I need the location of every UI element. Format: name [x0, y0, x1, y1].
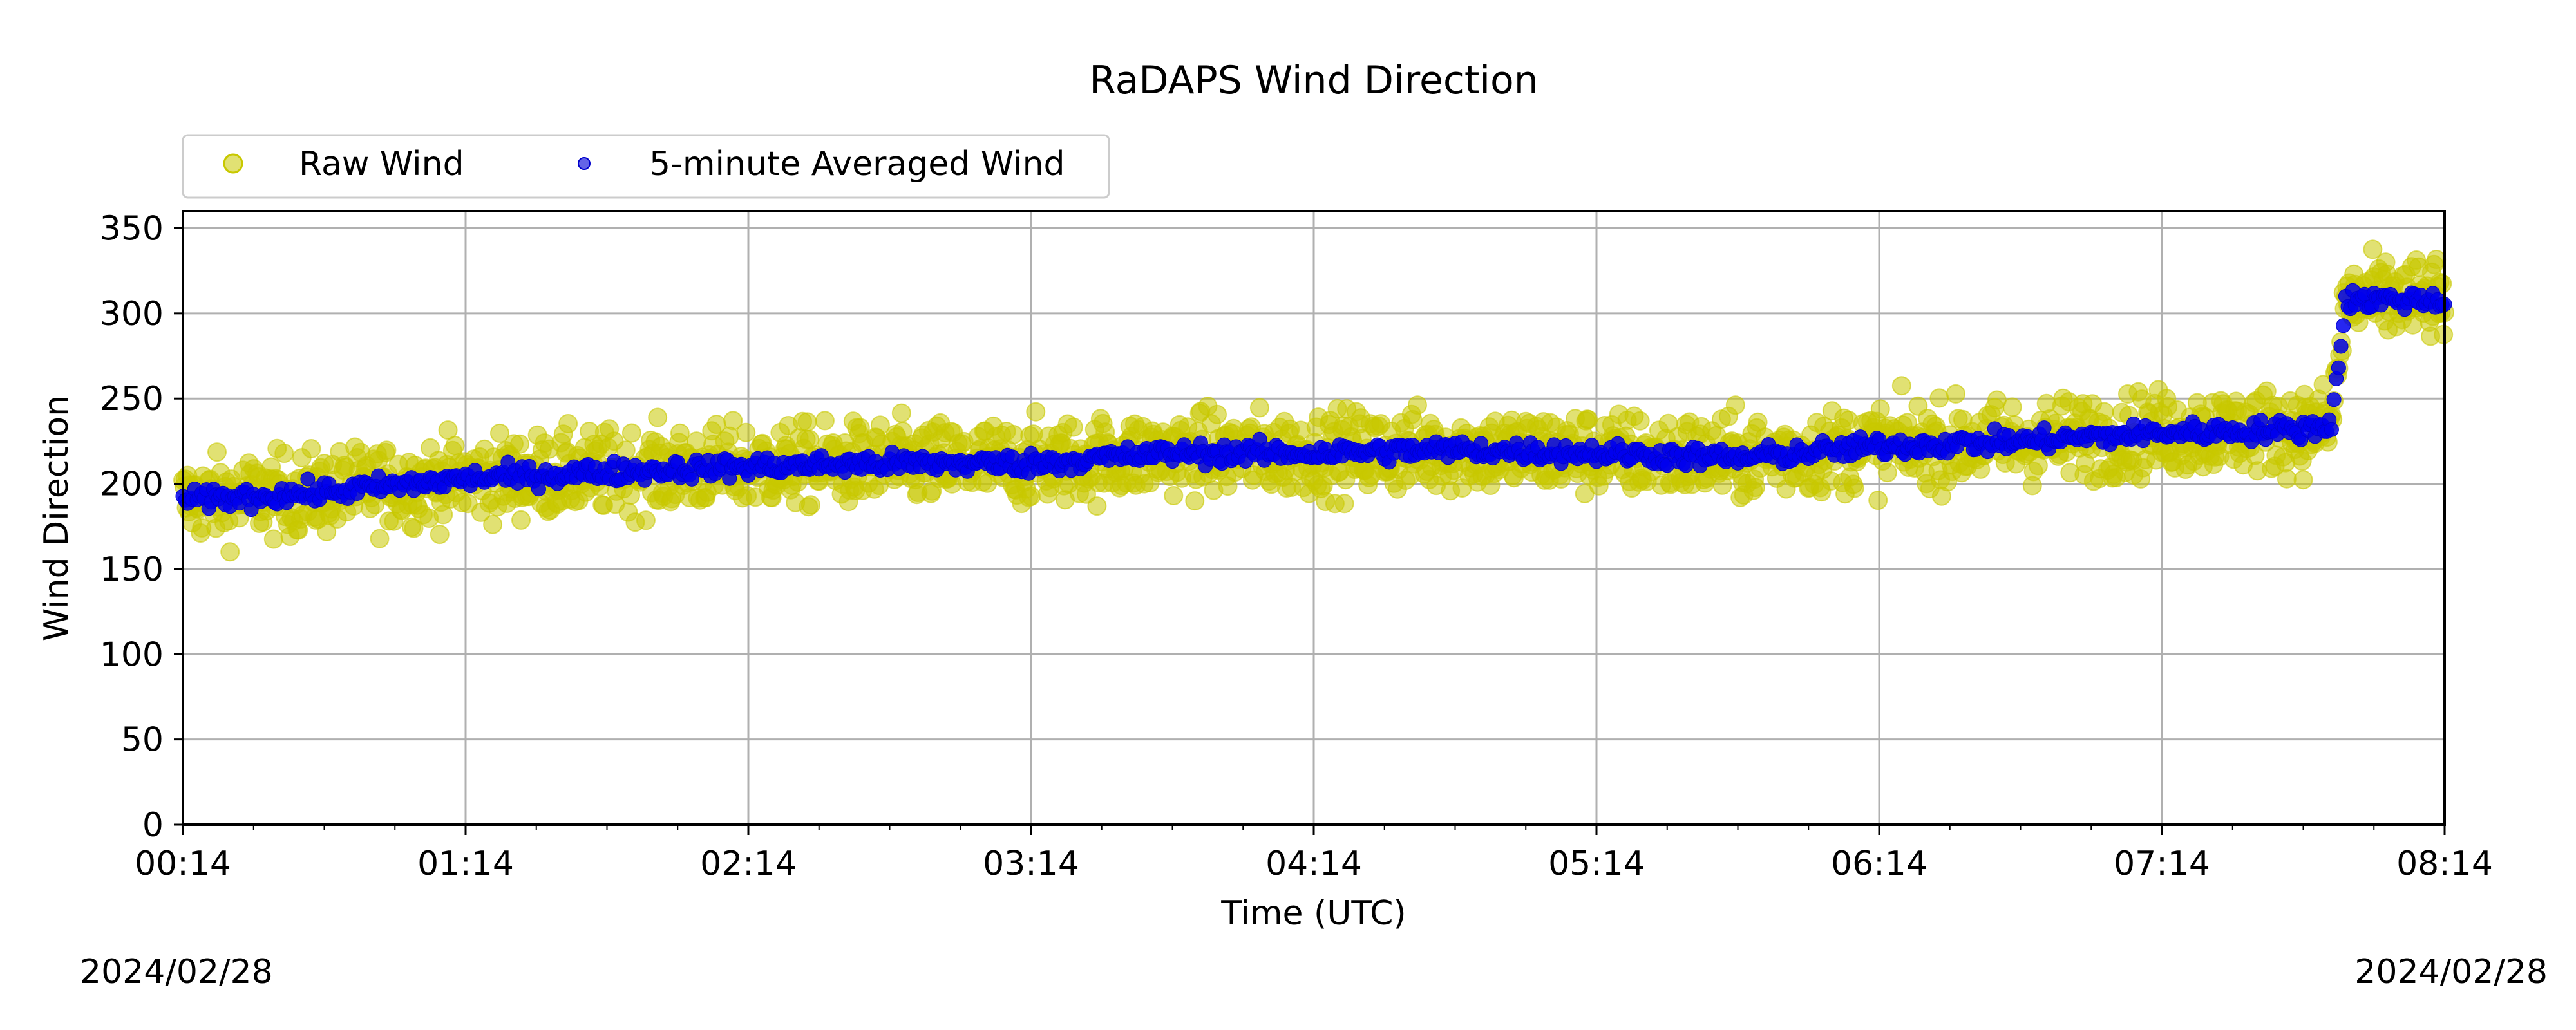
raw-wind-point: [1745, 478, 1765, 498]
y-tick-label: 350: [100, 209, 164, 248]
legend-marker-raw-wind: [223, 153, 243, 174]
raw-wind-point: [404, 518, 424, 538]
raw-wind-point: [1003, 425, 1023, 444]
raw-wind-point: [2363, 239, 2383, 259]
raw-wind-point: [1063, 417, 1083, 437]
raw-wind-point: [815, 411, 835, 431]
y-tick-label: 300: [100, 295, 164, 333]
x-tick-label: 01:14: [417, 845, 514, 883]
raw-wind-point: [621, 485, 641, 505]
raw-wind-point: [433, 505, 453, 525]
raw-wind-point: [430, 525, 450, 545]
x-axis-ticks: 00:14 01:14 02:14 03:14 04:14 05:14 06:14 07:14…: [135, 825, 2493, 883]
raw-wind-point: [891, 403, 911, 423]
raw-wind-point: [1870, 399, 1890, 419]
raw-wind-point: [263, 529, 283, 549]
raw-wind-point: [621, 423, 641, 443]
raw-wind-point: [558, 414, 578, 433]
averaged-wind-point: [2036, 420, 2052, 436]
raw-wind-point: [1208, 404, 1227, 424]
raw-wind-point: [1946, 384, 1965, 404]
averaged-wind-point: [2324, 422, 2339, 437]
y-axis-label: Wind Direction: [37, 395, 76, 641]
x-tick-label: 04:14: [1265, 845, 1362, 883]
x-axis-label: Time (UTC): [1220, 894, 1406, 933]
legend-label-averaged-wind: 5-minute Averaged Wind: [649, 145, 1065, 183]
x-tick-label: 00:14: [135, 845, 231, 883]
x-tick-label: 08:14: [2396, 845, 2493, 883]
x-tick-label: 03:14: [983, 845, 1079, 883]
averaged-wind-point: [2326, 392, 2342, 407]
averaged-wind-point: [2253, 413, 2269, 428]
x-tick-label: 07:14: [2114, 845, 2210, 883]
y-tick-label: 100: [100, 635, 164, 674]
raw-wind-point: [377, 440, 397, 460]
raw-wind-point: [220, 542, 240, 562]
raw-wind-point: [1164, 486, 1184, 505]
raw-wind-point: [1868, 491, 1888, 510]
legend-box: [182, 134, 1110, 199]
raw-wind-point: [723, 411, 743, 431]
raw-wind-point: [636, 510, 656, 530]
raw-wind-point: [445, 436, 465, 456]
x-tick-label: 06:14: [1831, 845, 1927, 883]
averaged-wind-point: [684, 471, 699, 487]
raw-wind-point: [1021, 486, 1041, 506]
raw-wind-point: [1725, 395, 1745, 415]
raw-wind-point: [207, 442, 227, 462]
raw-wind-point: [2094, 402, 2114, 422]
raw-wind-point: [510, 434, 530, 454]
raw-wind-point: [1087, 496, 1107, 516]
end-date-label: 2024/02/28: [2354, 953, 2548, 991]
y-tick-label: 0: [142, 806, 164, 845]
raw-wind-point: [687, 431, 706, 451]
y-tick-label: 200: [100, 465, 164, 504]
y-tick-label: 150: [100, 550, 164, 589]
y-axis-ticks: 0 50 100 150 200 250 300 350: [100, 209, 183, 845]
raw-wind-point: [870, 415, 890, 435]
raw-wind-point: [511, 510, 531, 530]
raw-wind-point: [1844, 478, 1864, 498]
raw-wind-point: [1929, 388, 1949, 408]
raw-wind-point: [2293, 470, 2313, 490]
y-tick-label: 250: [100, 380, 164, 418]
raw-wind-point: [648, 407, 668, 427]
raw-wind-point: [483, 514, 503, 534]
x-tick-label: 02:14: [700, 845, 797, 883]
raw-wind-point: [370, 529, 390, 548]
averaged-wind-points: [175, 283, 2452, 518]
averaged-wind-point: [300, 471, 316, 487]
raw-wind-point: [2427, 250, 2447, 269]
raw-wind-point: [301, 439, 321, 458]
y-tick-label: 50: [121, 721, 164, 760]
raw-wind-point: [2002, 397, 2022, 417]
raw-wind-point: [797, 412, 817, 432]
raw-wind-point: [1408, 395, 1427, 415]
raw-wind-point: [490, 423, 509, 443]
raw-wind-point: [1185, 491, 1205, 511]
legend-marker-averaged-wind: [578, 157, 591, 170]
averaged-wind-point: [2331, 360, 2346, 375]
legend-label-raw-wind: Raw Wind: [299, 145, 464, 183]
raw-wind-point: [2277, 469, 2297, 489]
raw-wind-point: [719, 426, 739, 446]
averaged-wind-point: [2333, 339, 2349, 354]
raw-wind-point: [1877, 463, 1897, 483]
raw-wind-point: [1249, 398, 1269, 418]
start-date-label: 2024/02/28: [80, 953, 273, 991]
raw-wind-point: [670, 423, 690, 443]
raw-wind-point: [274, 444, 294, 464]
raw-wind-point: [800, 495, 820, 515]
legend: Raw Wind 5-minute Averaged Wind: [182, 134, 1110, 199]
raw-wind-point: [736, 422, 756, 442]
raw-wind-point: [1334, 494, 1354, 514]
raw-wind-point: [1891, 376, 1911, 396]
x-tick-label: 05:14: [1548, 845, 1645, 883]
raw-wind-point: [1630, 411, 1650, 431]
chart-title: RaDAPS Wind Direction: [1089, 58, 1539, 103]
averaged-wind-point: [2336, 318, 2351, 333]
raw-wind-point: [1578, 409, 1598, 429]
raw-wind-point: [1026, 402, 1046, 422]
